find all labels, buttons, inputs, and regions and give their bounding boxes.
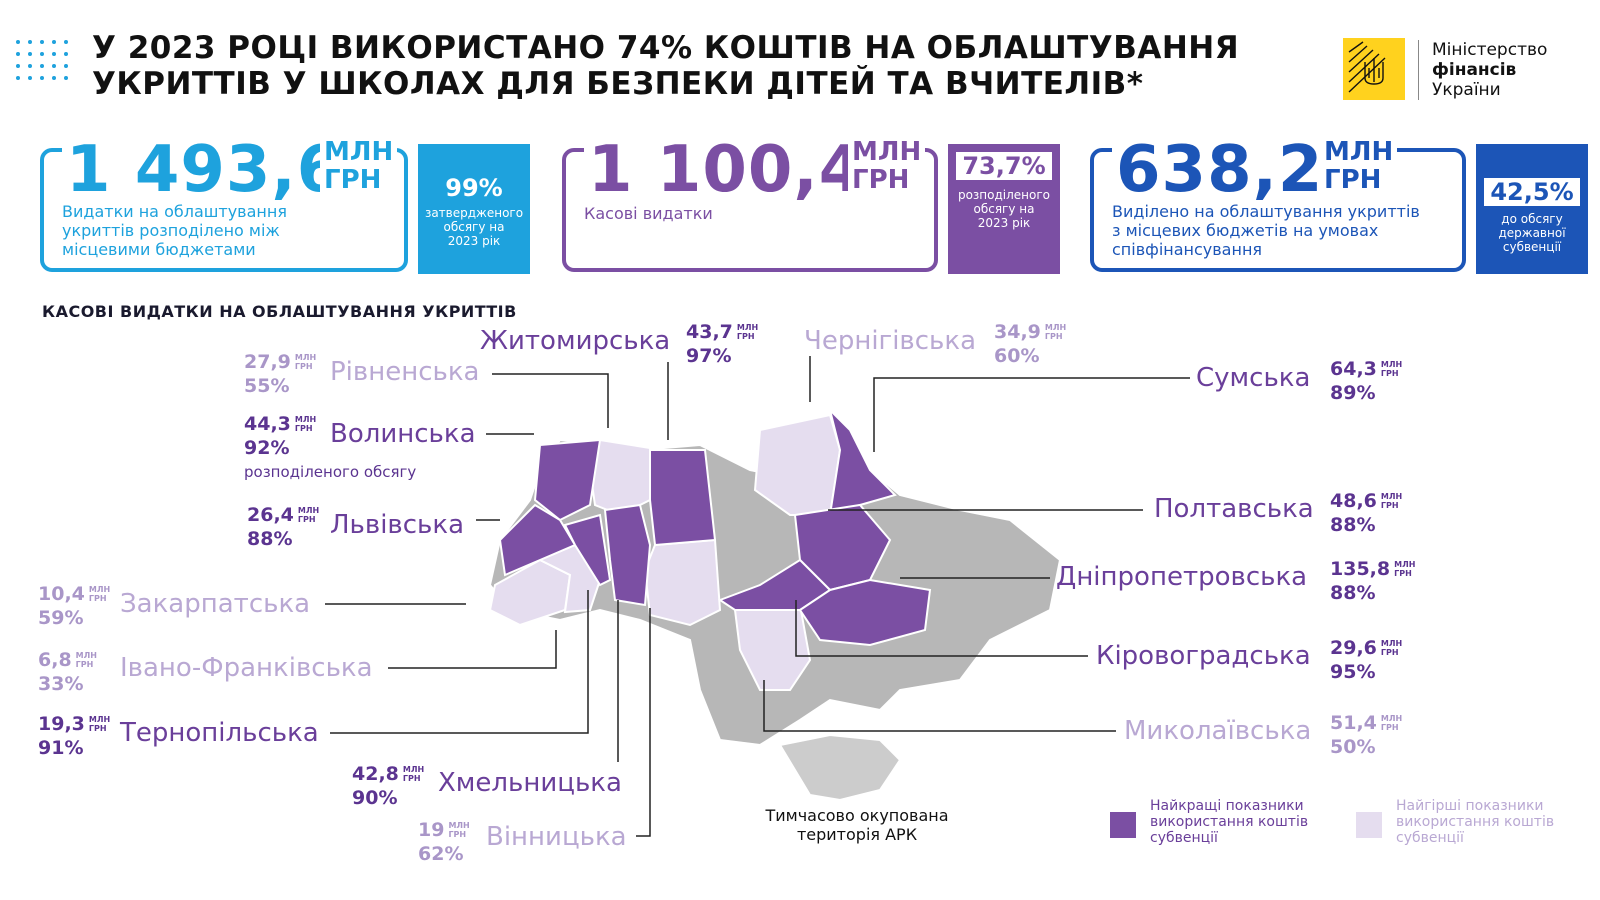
map-region-zhytomyrska: [649, 449, 717, 547]
legend-best-text: Найкращі показники використання коштів суб…: [1150, 798, 1309, 846]
lvivska-value: 26,4 МЛН ГРН 88%: [247, 504, 320, 550]
volynska-value: 44,3 МЛН ГРН 92%: [244, 413, 317, 459]
zakarpatska-value: 10,4 МЛН ГРН 59%: [38, 583, 111, 629]
lvivska-label: Львівська: [330, 510, 464, 540]
chernihivska-value: 34,9 МЛН ГРН 60%: [994, 321, 1067, 367]
allocated-description: Видатки на облаштування укриттів розподіл…: [62, 202, 287, 259]
map-region-khmelnytska: [603, 503, 652, 607]
vinnytska-value: 19 МЛН ГРН 62%: [418, 819, 470, 865]
cash-percent-box: 73,7% розподіленого обсягу на 2023 рік: [948, 144, 1060, 274]
volynska-label: Волинська: [330, 419, 476, 449]
cofinancing-description: Виділено на облаштування укриттів з місце…: [1112, 202, 1420, 259]
legend-worst-text: Найгірші показники використання коштів суб…: [1396, 798, 1555, 846]
page-title: У 2023 РОЦІ ВИКОРИСТАНО 74% КОШТІВ НА ОБ…: [92, 30, 1240, 102]
map-region-ternopilska: [563, 513, 612, 587]
zhytomyrska-label: Житомирська: [480, 326, 671, 356]
map-region-vinnytska: [643, 538, 722, 627]
ministry-logo: [1343, 38, 1405, 100]
kirovohradska-value: 29,6 МЛН ГРН 95%: [1330, 637, 1403, 683]
cash-expenses-unit: МЛН ГРН: [848, 138, 926, 194]
ivano-frankivska-label: Івано-Франківська: [120, 653, 373, 683]
legend-best-swatch: [1110, 812, 1136, 838]
sumska-value: 64,3 МЛН ГРН 89%: [1330, 358, 1403, 404]
trident-icon: [1348, 41, 1386, 93]
distributed-note: розподіленого обсягу: [244, 463, 417, 481]
mykolaivska-label: Миколаївська: [1124, 716, 1312, 746]
poltavska-value: 48,6 МЛН ГРН 88%: [1330, 490, 1403, 536]
sumska-label: Сумська: [1196, 363, 1311, 393]
cash-expenses-amount: 1 100,4: [584, 138, 869, 202]
map-region-chernihivska: [753, 413, 842, 516]
cash-expenses-card: 1 100,4 МЛН ГРН Касові видатки: [562, 138, 938, 272]
poltavska-label: Полтавська: [1154, 494, 1314, 524]
cofinancing-unit: МЛН ГРН: [1320, 138, 1398, 194]
map-subtitle: КАСОВІ ВИДАТКИ НА ОБЛАШТУВАННЯ УКРИТТІВ: [42, 302, 517, 321]
mykolaivska-value: 51,4 МЛН ГРН 50%: [1330, 712, 1403, 758]
vinnytska-label: Вінницька: [486, 822, 627, 852]
cofinancing-card: 638,2 МЛН ГРН Виділено на облаштування ук…: [1090, 138, 1466, 272]
map-region-volynska: [533, 438, 602, 522]
allocated-card: 1 493,6 МЛН ГРН Видатки на облаштування ук…: [40, 138, 408, 272]
allocated-amount: 1 493,6: [62, 138, 347, 202]
chernihivska-label: Чернігівська: [804, 326, 977, 356]
khmelnytska-label: Хмельницька: [438, 768, 622, 798]
cofinancing-percent-box: 42,5% до обсягу державної субвенції: [1476, 144, 1588, 274]
map-region-sumska: [828, 406, 897, 517]
ternopilska-label: Тернопільська: [120, 718, 319, 748]
khmelnytska-value: 42,8 МЛН ГРН 90%: [352, 763, 425, 809]
decorative-dots: [16, 40, 68, 80]
map-region-dnipropetrovska: [798, 578, 932, 647]
ivano-frankivska-value: 6,8 МЛН ГРН 33%: [38, 649, 97, 695]
leader-lines: [325, 356, 1190, 837]
dnipropetrovska-value: 135,8 МЛН ГРН 88%: [1330, 558, 1416, 604]
kirovohradska-label: Кіровоградська: [1096, 641, 1311, 671]
map-crimea: [778, 733, 902, 802]
ministry-name: Міністерство фінансів України: [1432, 40, 1548, 100]
dnipropetrovska-label: Дніпропетровська: [1056, 562, 1308, 592]
legend-worst-swatch: [1356, 812, 1382, 838]
cofinancing-amount: 638,2: [1112, 138, 1328, 202]
logo-divider: [1418, 40, 1419, 100]
crimea-note: Тимчасово окупована територія АРК: [765, 806, 949, 844]
cash-expenses-description: Касові видатки: [584, 204, 713, 223]
allocated-percent-box: 99% затвердженого обсягу на 2023 рік: [418, 144, 530, 274]
allocated-unit: МЛН ГРН: [320, 138, 398, 194]
zhytomyrska-value: 43,7 МЛН ГРН 97%: [686, 321, 759, 367]
ternopilska-value: 19,3 МЛН ГРН 91%: [38, 713, 111, 759]
rivnenska-label: Рівненська: [330, 357, 480, 387]
rivnenska-value: 27,9 МЛН ГРН 55%: [244, 351, 317, 397]
zakarpatska-label: Закарпатська: [120, 589, 311, 619]
